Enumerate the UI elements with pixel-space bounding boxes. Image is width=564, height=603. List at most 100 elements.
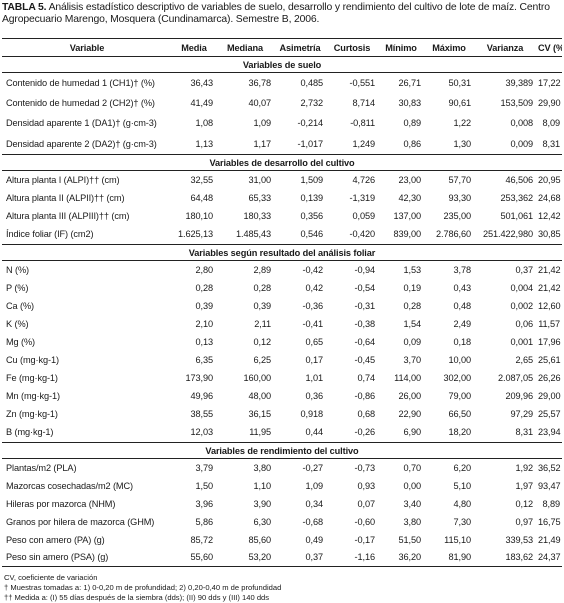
cell-value: 0,37 [515,264,534,275]
table-row: Densidad aparente 1 (DA1)† (g·cm-3) 1,08 1… [2,113,562,134]
cell-value: 8,89 [542,498,561,509]
table-row: Densidad aparente 2 (DA2)† (g·cm-3) 1,13 1… [2,134,562,155]
cell-value: 8,31 [515,427,534,438]
cell-value: 90,61 [448,97,472,108]
cell-value: 0,97 [515,516,534,527]
table-caption-text: Análisis estadístico descriptivo de vari… [2,2,550,25]
cell-value: -0,36 [302,300,324,311]
header-maximo: Máximo [424,38,474,57]
cell-value: 2,89 [253,264,272,275]
cell-value: 41,49 [190,97,214,108]
cell-value: 0,004 [510,282,534,293]
cell-value: 0,19 [403,282,422,293]
cell-value: 0,39 [195,300,214,311]
cell-value: 6,20 [453,462,472,473]
row-label: N (%) [6,264,29,275]
table-row: Peso con amero (PA) (g) 85,72 85,60 0,49 -0,… [2,531,562,549]
cell-value: -0,45 [354,354,376,365]
header-curtosis: Curtosis [326,38,378,57]
cell-value: 0,009 [510,138,534,149]
cell-value: -0,17 [354,534,376,545]
cell-value: 1,01 [305,372,324,383]
cell-value: -0,26 [354,427,376,438]
header-asimetria: Asimetría [274,38,326,57]
cell-value: 5,10 [453,480,472,491]
cell-value: 93,47 [538,480,561,491]
cell-value: 1,97 [515,480,534,491]
cell-value: 0,39 [253,300,272,311]
cell-value: 1,10 [253,480,272,491]
cell-value: 22,90 [398,408,422,419]
cell-value: 839,00 [393,229,421,240]
cell-value: 0,17 [305,354,324,365]
table-row: Índice foliar (IF) (cm2) 1.625,13 1.485,43… [2,225,562,245]
row-label: Altura planta II (ALPII)†† (cm) [6,192,125,203]
section-title: Variables de rendimiento del cultivo [2,442,562,459]
footnote-depth: † Muestras tomadas a: 1) 0-0,20 m de pro… [4,583,282,592]
cell-value: 3,80 [253,462,272,473]
cell-value: 173,90 [185,372,213,383]
table-row: Hileras por mazorca (NHM) 3,96 3,90 0,34 0,0… [2,495,562,513]
row-label: Plantas/m2 (PLA) [6,462,77,473]
footnote-cv: CV, coeficiente de variación [4,573,98,582]
cell-value: 0,37 [274,548,326,567]
cell-value: -0,420 [349,229,376,240]
table-row: K (%) 2,10 2,11 -0,41 -0,38 1,54 2,49 0,06 11,57 [2,315,562,333]
cell-value: 0,059 [352,210,376,221]
table-row: N (%) 2,80 2,89 -0,42 -0,94 1,53 3,78 0,37 21,42 [2,261,562,279]
cell-value: 5,86 [195,516,214,527]
cell-value: 0,07 [357,498,376,509]
cell-value: 0,485 [300,77,324,88]
cell-value: 0,356 [300,210,324,221]
footnote-measure: †† Medida a: (I) 55 días después de la s… [4,593,270,602]
cell-value: 8,31 [542,138,561,149]
table-caption-label: TABLA 5. [2,2,47,13]
cell-value: -1,16 [326,548,378,567]
cell-value: 38,55 [190,408,214,419]
cell-value: -1,017 [297,138,324,149]
cell-value: 36,52 [538,462,561,473]
table-row: Granos por hilera de mazorca (GHM) 5,86 6,… [2,513,562,531]
cell-value: 1,30 [453,138,472,149]
cell-value: 2,11 [254,318,271,329]
table-row: B (mg·kg-1) 12,03 11,95 0,44 -0,26 6,90 18,20 8… [2,423,562,443]
cell-value: -0,64 [354,336,376,347]
cell-value: 16,75 [538,516,561,527]
cell-value: 1,08 [195,118,214,128]
header-row: Variable Media Mediana Asimetría Curtosi… [2,38,562,57]
cell-value: 25,61 [538,354,561,365]
cell-value: 0,86 [403,138,422,149]
cell-value: 32,55 [190,174,214,185]
statistics-table: Variable Media Mediana Asimetría Curtosi… [2,38,562,567]
cell-value: 339,53 [505,534,533,545]
cell-value: 0,12 [515,498,534,509]
cell-value: -0,42 [302,264,324,275]
cell-value: 0,09 [403,336,422,347]
table-row: Cu (mg·kg-1) 6,35 6,25 0,17 -0,45 3,70 10,00 2,… [2,351,562,369]
table-row: Mn (mg·kg-1) 49,96 48,00 0,36 -0,86 26,00 79,0… [2,387,562,405]
row-label: Hileras por mazorca (NHM) [6,498,116,509]
cell-value: 11,57 [538,318,560,329]
cell-value: 3,80 [403,516,422,527]
table-row: Zn (mg·kg-1) 38,55 36,15 0,918 0,68 22,90 66,5… [2,405,562,423]
cell-value: 42,30 [398,192,422,203]
table-body: Variables de suelo Contenido de humedad 1… [2,56,562,567]
header-varianza: Varianza [474,38,536,57]
cell-value: 49,96 [190,390,214,401]
cell-value: 1,13 [195,138,214,149]
section-header: Variables según resultado del análisis f… [2,244,562,261]
cell-value: 0,001 [510,336,534,347]
row-label: Mazorcas cosechadas/m2 (MC) [6,480,133,491]
cell-value: 0,34 [305,498,324,509]
cell-value: 302,00 [443,372,471,383]
row-label: Zn (mg·kg-1) [6,408,58,419]
cell-value: 36,43 [190,77,214,88]
cell-value: 12,60 [538,300,561,311]
cell-value: 64,48 [190,192,214,203]
cell-value: 0,12 [253,336,272,347]
cell-value: 2,10 [195,318,214,329]
row-label: Densidad aparente 2 (DA2)† (g·cm-3) [6,138,157,149]
cell-value: 97,29 [510,408,534,419]
cell-value: 0,28 [253,282,272,293]
cell-value: 26,26 [538,372,561,383]
